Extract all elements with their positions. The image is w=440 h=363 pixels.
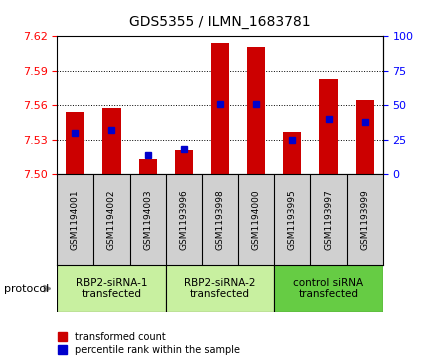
Bar bbox=[175, 150, 193, 174]
Bar bbox=[139, 159, 157, 174]
Bar bbox=[103, 107, 121, 174]
Legend: transformed count, percentile rank within the sample: transformed count, percentile rank withi… bbox=[58, 331, 240, 355]
Bar bbox=[319, 79, 337, 174]
FancyBboxPatch shape bbox=[57, 265, 166, 312]
Bar bbox=[66, 112, 84, 174]
Bar bbox=[211, 43, 229, 174]
Text: GSM1193995: GSM1193995 bbox=[288, 189, 297, 250]
FancyBboxPatch shape bbox=[166, 265, 274, 312]
Text: control siRNA
transfected: control siRNA transfected bbox=[293, 278, 363, 299]
Text: GDS5355 / ILMN_1683781: GDS5355 / ILMN_1683781 bbox=[129, 15, 311, 29]
Bar bbox=[283, 132, 301, 174]
Text: GSM1194003: GSM1194003 bbox=[143, 189, 152, 250]
Text: protocol: protocol bbox=[4, 284, 50, 294]
Bar bbox=[356, 99, 374, 174]
Text: GSM1194002: GSM1194002 bbox=[107, 189, 116, 250]
Text: RBP2-siRNA-2
transfected: RBP2-siRNA-2 transfected bbox=[184, 278, 256, 299]
Text: GSM1193998: GSM1193998 bbox=[216, 189, 224, 250]
Text: GSM1193996: GSM1193996 bbox=[180, 189, 188, 250]
FancyBboxPatch shape bbox=[274, 265, 383, 312]
Text: RBP2-siRNA-1
transfected: RBP2-siRNA-1 transfected bbox=[76, 278, 147, 299]
Bar bbox=[247, 47, 265, 174]
Text: GSM1193997: GSM1193997 bbox=[324, 189, 333, 250]
Text: GSM1193999: GSM1193999 bbox=[360, 189, 369, 250]
Text: GSM1194001: GSM1194001 bbox=[71, 189, 80, 250]
Text: GSM1194000: GSM1194000 bbox=[252, 189, 260, 250]
